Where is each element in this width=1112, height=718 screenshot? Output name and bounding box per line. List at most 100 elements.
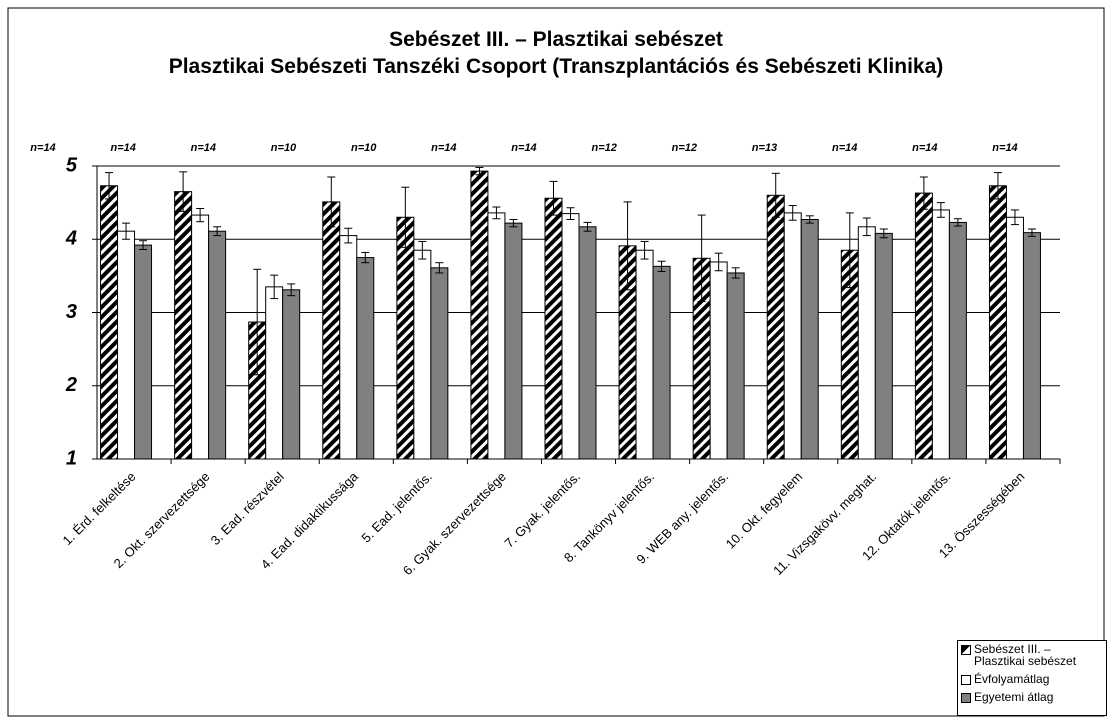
error-bar — [361, 251, 370, 264]
error-bar — [1027, 228, 1036, 237]
error-bar — [697, 214, 706, 303]
legend-item: Egyetemi átlag — [961, 691, 1103, 703]
chart-title: Sebészet III. – Plasztikai sebészet — [389, 28, 723, 51]
annotation: n=14 — [912, 142, 937, 154]
error-bar — [936, 202, 945, 218]
error-bar — [509, 218, 518, 228]
bar — [396, 216, 415, 460]
bar — [652, 265, 671, 460]
error-bar — [714, 252, 723, 272]
annotation: n=14 — [511, 142, 536, 154]
legend-item: Sebészet III. – Plasztikai sebészet — [961, 643, 1103, 667]
bar — [857, 226, 876, 460]
annotation: n=14 — [30, 142, 55, 154]
annotation: n=14 — [832, 142, 857, 154]
y-tick-label: 3 — [66, 301, 77, 323]
legend: Sebészet III. – Plasztikai sebészet Évfol… — [957, 640, 1107, 716]
annotation: n=12 — [591, 142, 616, 154]
annotation: n=14 — [191, 142, 216, 154]
error-bar — [788, 205, 797, 221]
bar — [561, 213, 580, 460]
annotation: n=14 — [431, 142, 456, 154]
bar — [988, 185, 1007, 460]
legend-item: Évfolyamátlag — [961, 673, 1103, 685]
bar — [726, 272, 745, 460]
legend-label: Sebészet III. – Plasztikai sebészet — [974, 642, 1077, 668]
bar — [1022, 232, 1041, 460]
error-bar — [862, 217, 871, 237]
bar — [709, 261, 728, 460]
annotation: n=14 — [110, 142, 135, 154]
error-bar — [475, 166, 484, 176]
error-bar — [213, 226, 222, 237]
y-tick-label: 5 — [66, 154, 78, 176]
bar — [134, 244, 153, 460]
y-tick-label: 4 — [65, 228, 77, 250]
bar — [931, 209, 950, 460]
legend-swatch — [961, 645, 971, 655]
bar — [208, 230, 227, 460]
bar — [339, 235, 358, 460]
error-bar — [805, 215, 814, 224]
error-bar — [993, 172, 1002, 200]
x-tick-label: 1. Érd. felkeltése — [60, 469, 139, 548]
annotation: n=14 — [992, 142, 1017, 154]
legend-swatch — [961, 693, 971, 703]
x-tick-label: 3. Ead. részvétel — [208, 469, 287, 548]
error-bar — [492, 206, 501, 220]
bar — [117, 230, 136, 460]
chart-subtitle: Plasztikai Sebészeti Tanszéki Csoport (T… — [168, 55, 944, 78]
error-bar — [196, 207, 205, 223]
error-bar — [418, 240, 427, 260]
error-bar — [566, 207, 575, 220]
bar — [282, 289, 301, 460]
error-bar — [139, 240, 148, 251]
error-bar — [879, 228, 888, 239]
bar — [100, 185, 119, 460]
error-bar — [122, 222, 131, 240]
bar — [1005, 216, 1024, 460]
error-bar — [435, 262, 444, 274]
bar — [544, 197, 563, 460]
error-bar — [549, 180, 558, 216]
error-bar — [401, 186, 410, 248]
annotation: n=12 — [672, 142, 697, 154]
legend-label: Évfolyamátlag — [974, 672, 1050, 686]
bar — [635, 249, 654, 460]
error-bar — [623, 201, 632, 291]
error-bar — [253, 268, 262, 376]
error-bar — [731, 267, 740, 279]
y-tick-label: 2 — [65, 374, 77, 396]
bar — [504, 222, 523, 460]
bar — [356, 257, 375, 460]
x-tick-label: 7. Gyak. jelentős. — [501, 469, 583, 551]
error-bar — [179, 171, 188, 212]
bar — [470, 170, 489, 460]
error-bar — [287, 283, 296, 297]
x-tick-label: 10. Okt. fegyelem — [723, 469, 806, 552]
bar — [322, 201, 341, 460]
error-bar — [919, 176, 928, 210]
error-bar — [771, 172, 780, 218]
error-bar — [344, 227, 353, 244]
error-bar — [953, 218, 962, 227]
bar — [265, 286, 284, 460]
bar — [430, 267, 449, 460]
bar — [874, 232, 893, 460]
annotation: n=10 — [351, 142, 377, 154]
y-tick-label: 1 — [66, 447, 77, 469]
bar — [487, 212, 506, 460]
bar — [800, 218, 819, 460]
bar — [578, 226, 597, 460]
error-bar — [105, 172, 114, 200]
bar — [174, 191, 193, 460]
error-bar — [657, 260, 666, 272]
x-tick-label: 5. Ead. jelentős. — [358, 469, 435, 546]
annotation: n=10 — [271, 142, 297, 154]
bar — [766, 194, 785, 460]
bar — [191, 214, 210, 460]
bar — [914, 192, 933, 460]
chart-border — [7, 7, 1105, 717]
